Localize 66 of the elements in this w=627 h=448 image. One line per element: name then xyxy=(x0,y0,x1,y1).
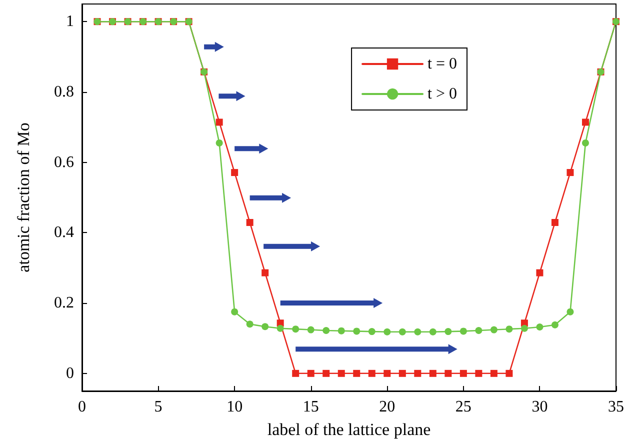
point xyxy=(536,323,544,330)
legend-label: t > 0 xyxy=(428,86,457,102)
point xyxy=(216,139,223,146)
point xyxy=(262,269,269,276)
x-tick-label: 10 xyxy=(226,398,243,416)
point xyxy=(566,308,574,316)
point xyxy=(506,326,513,333)
point xyxy=(536,269,544,276)
y-tick-label: 0.8 xyxy=(54,83,74,100)
y-tick-label: 0.2 xyxy=(54,294,74,312)
point xyxy=(231,169,238,176)
point xyxy=(353,370,360,377)
point xyxy=(307,326,314,334)
point xyxy=(231,308,238,316)
point xyxy=(444,370,452,377)
point xyxy=(551,218,558,226)
point xyxy=(414,328,422,336)
point xyxy=(566,169,574,176)
point xyxy=(307,370,314,377)
point xyxy=(506,370,513,377)
point xyxy=(460,328,467,335)
point xyxy=(322,370,330,377)
point xyxy=(353,328,360,335)
point xyxy=(322,326,330,334)
point xyxy=(582,139,589,146)
point xyxy=(582,118,589,126)
x-tick-label: 25 xyxy=(455,398,472,416)
x-tick-label: 0 xyxy=(78,398,86,416)
x-tick-label: 15 xyxy=(302,398,319,416)
point xyxy=(398,328,406,336)
point xyxy=(520,324,528,332)
point xyxy=(551,321,558,328)
y-tick-label: 0.4 xyxy=(54,224,74,242)
y-axis-title: atomic fraction of Mo xyxy=(14,122,33,272)
point xyxy=(216,118,223,126)
point xyxy=(246,218,254,226)
point xyxy=(368,328,376,336)
point xyxy=(292,326,300,333)
legend-label: t = 0 xyxy=(428,56,457,72)
point xyxy=(460,370,467,377)
y-tick-label: 0 xyxy=(66,364,74,382)
point xyxy=(398,370,406,377)
point xyxy=(475,370,482,377)
point xyxy=(368,370,376,377)
x-tick-label: 5 xyxy=(154,398,162,416)
y-tick-label: 1 xyxy=(66,13,74,30)
point xyxy=(384,328,391,336)
x-tick-label: 35 xyxy=(608,398,624,416)
point xyxy=(262,323,269,330)
point xyxy=(444,328,452,336)
x-tick-label: 30 xyxy=(532,398,548,416)
point xyxy=(246,320,254,328)
point xyxy=(475,326,482,334)
point xyxy=(429,370,436,377)
point xyxy=(292,370,300,377)
x-axis-title: label of the lattice plane xyxy=(267,420,431,439)
point xyxy=(490,370,498,377)
point xyxy=(338,327,345,334)
y-tick-label: 0.6 xyxy=(54,154,74,171)
point xyxy=(276,324,284,332)
point xyxy=(414,370,422,377)
point xyxy=(429,328,436,336)
point xyxy=(490,326,498,334)
point xyxy=(338,370,345,377)
point xyxy=(384,370,391,377)
x-tick-label: 20 xyxy=(379,398,396,416)
